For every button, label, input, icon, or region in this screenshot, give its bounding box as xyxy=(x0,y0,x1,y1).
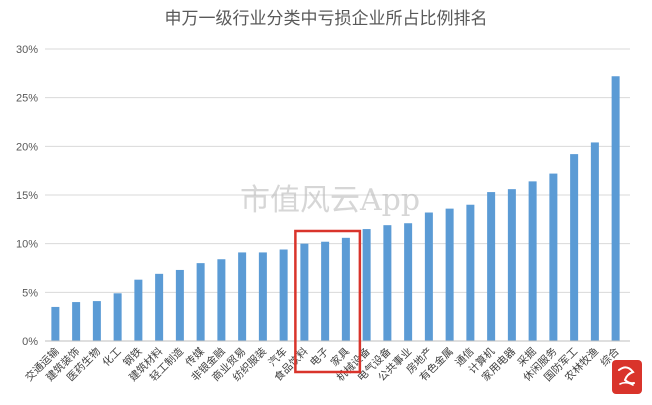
bar-食品饮料 xyxy=(300,243,309,341)
bar-家具 xyxy=(341,237,350,341)
bar-交通运输 xyxy=(51,306,60,341)
bar-通信 xyxy=(466,204,475,341)
bar-家用电器 xyxy=(507,189,516,341)
bar-汽车 xyxy=(279,249,288,341)
bar-国防军工 xyxy=(570,154,579,341)
logo-icon xyxy=(612,360,642,394)
x-axis: 交通运输建筑装饰医药生物化工钢铁建筑材料轻工制造传媒非银金融商业贸易纺织服装汽车… xyxy=(23,345,622,384)
y-tick-label: 25% xyxy=(16,93,38,105)
bar-纺织服装 xyxy=(258,252,267,341)
bar-轻工制造 xyxy=(175,269,184,341)
y-tick-label: 5% xyxy=(22,287,38,299)
watermark: 市值风云App xyxy=(240,183,420,218)
bar-综合 xyxy=(611,76,620,342)
bar-建筑材料 xyxy=(155,273,164,341)
bar-有色金属 xyxy=(445,208,454,341)
bar-化工 xyxy=(113,293,122,341)
gridlines xyxy=(45,48,630,293)
chart-title: 申万一级行业分类中亏损企业所占比例排名 xyxy=(165,9,488,29)
bar-计算机 xyxy=(487,192,496,341)
y-axis: 0% 5% 10% 15% 20% 25% 30% xyxy=(16,44,38,348)
bars xyxy=(51,76,620,342)
y-tick-label: 20% xyxy=(16,141,38,153)
y-tick-label: 10% xyxy=(16,239,38,251)
x-tick-label: 电子 xyxy=(307,345,331,369)
bar-休闲服务 xyxy=(549,173,558,341)
y-tick-label: 0% xyxy=(22,336,38,348)
bar-公共事业 xyxy=(404,223,413,341)
bar-电子 xyxy=(321,241,330,341)
bar-房地产 xyxy=(424,212,433,341)
bar-商业贸易 xyxy=(238,252,247,341)
bar-非银金融 xyxy=(217,259,226,341)
y-tick-label: 30% xyxy=(16,44,38,56)
bar-钢铁 xyxy=(134,279,143,341)
bar-农林牧渔 xyxy=(590,142,599,341)
bar-建筑装饰 xyxy=(72,302,81,341)
bar-电气设备 xyxy=(383,225,392,341)
bar-传媒 xyxy=(196,263,205,341)
bar-采掘 xyxy=(528,181,537,341)
y-tick-label: 15% xyxy=(16,190,38,202)
x-tick-label: 化工 xyxy=(100,345,124,369)
bar-机械设备 xyxy=(362,229,371,341)
bar-医药生物 xyxy=(92,301,101,341)
highlight-box xyxy=(294,229,362,374)
